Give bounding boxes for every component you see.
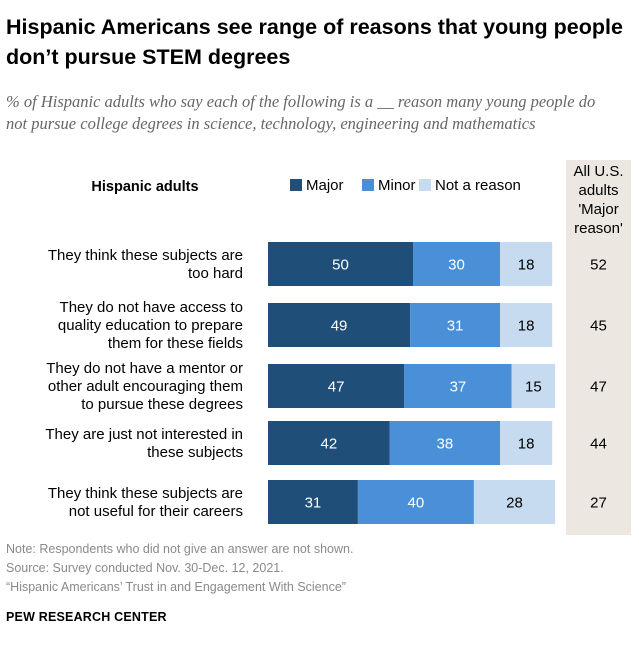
data-label: 15 [525,379,542,396]
data-label: 42 [321,436,338,453]
chart-title: Hispanic Americans see range of reasons … [6,15,623,69]
legend-swatch-minor [362,179,374,191]
bar-segment-major [268,421,390,465]
category-label: They do not have access to [60,299,243,316]
side-column-header-line: All U.S. [573,163,623,180]
bar-segment-major [268,242,413,286]
data-label: 47 [328,379,345,396]
category-label: these subjects [147,444,243,461]
bar-segment-major [268,480,358,524]
chart-subtitle: % of Hispanic adults who say each of the… [6,92,596,133]
survey-dates-text: Source: Survey conducted Nov. 30-Dec. 12… [6,561,284,575]
data-label: 50 [332,257,349,274]
stacked-bar-chart: All U.S. adults 'Major reason' Hispanic adul… [45,160,631,535]
data-label: 18 [518,436,535,453]
category-label: They think these subjects are [48,247,243,264]
note-text: Note: Respondents who did not give an an… [6,542,354,556]
side-column-header-line: adults [578,182,618,199]
report-title-text: “Hispanic Americans’ Trust in and Engage… [6,580,346,594]
bar-segment-not-a-reason [473,480,556,524]
data-label: 49 [331,318,348,335]
category-label: They think these subjects are [48,485,243,502]
data-label: 28 [506,495,523,512]
bar-segment-not-a-reason [500,303,553,347]
source-org: PEW RESEARCH CENTER [6,610,167,624]
bar-segment-minor [389,421,500,465]
side-column-value: 52 [590,257,607,274]
data-label: 38 [437,436,454,453]
category-label: They do not have a mentor or [46,360,243,377]
side-column-background [566,160,631,535]
legend-swatch-major [290,179,302,191]
data-label: 31 [447,318,464,335]
category-label: quality education to prepare [58,317,243,334]
bar-segment-not-a-reason [500,421,553,465]
data-label: 31 [305,495,322,512]
bar-segment-not-a-reason [511,364,556,408]
data-label: 37 [450,379,467,396]
bar-segment-minor [404,364,512,408]
data-label: 30 [448,257,465,274]
group-label: Hispanic adults [91,179,198,195]
side-column-header-line: reason' [574,220,623,237]
category-label: They are just not interested in [45,426,243,443]
category-label: not useful for their careers [69,503,243,520]
side-column-value: 27 [590,495,607,512]
data-label: 18 [518,318,535,335]
category-label: them for these fields [108,335,243,352]
legend-swatch-not-a-reason [419,179,431,191]
bar-segment-major [268,364,405,408]
data-label: 40 [408,495,425,512]
side-column-value: 45 [590,318,607,335]
category-label: to pursue these degrees [81,396,243,413]
bar-segment-minor [357,480,474,524]
side-column-header-line: 'Major [578,201,618,218]
category-label: too hard [188,265,243,282]
data-label: 18 [518,257,535,274]
legend-label-not-a-reason: Not a reason [435,177,521,194]
legend-label-minor: Minor [378,177,416,194]
side-column-value: 47 [590,379,607,396]
bar-segment-minor [413,242,500,286]
bar-segment-minor [410,303,500,347]
bar-segment-not-a-reason [500,242,553,286]
legend-label-major: Major [306,177,344,194]
category-label: other adult encouraging them [48,378,243,395]
bar-segment-major [268,303,411,347]
side-column-value: 44 [590,436,607,453]
